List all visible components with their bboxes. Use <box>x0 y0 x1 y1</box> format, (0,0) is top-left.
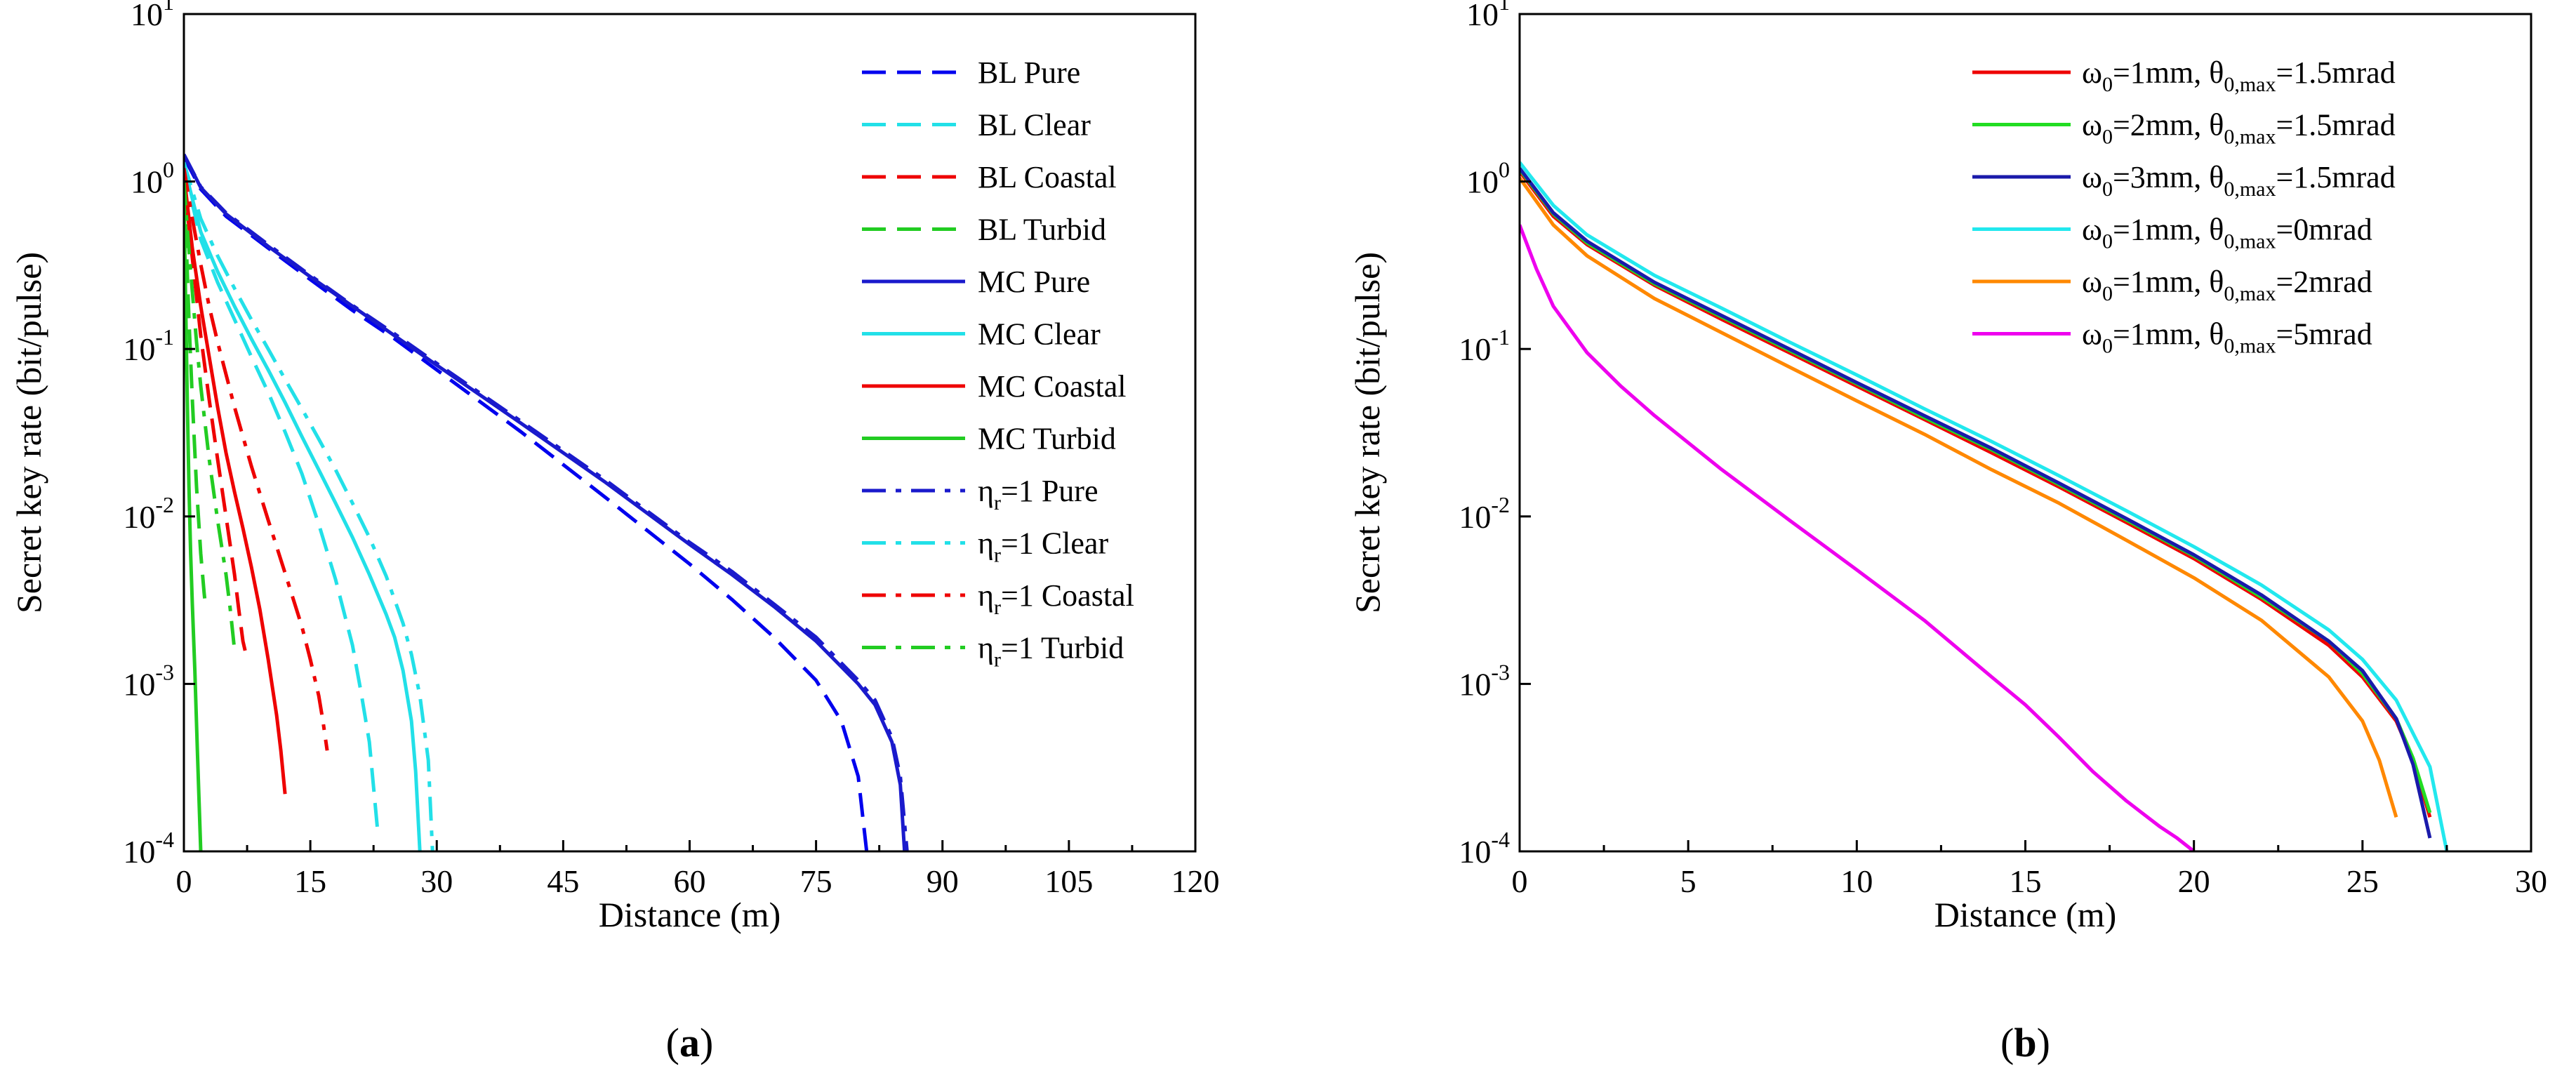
legend-label-4: ω0=1mm, θ0,max=2mrad <box>2082 265 2372 305</box>
legend-label-3: ω0=1mm, θ0,max=0mrad <box>2082 213 2372 253</box>
legend-label-2: BL Coastal <box>978 160 1117 194</box>
y-tick-label: 10-3 <box>123 659 174 702</box>
series-line-9 <box>184 161 434 851</box>
legend-label-8: ηr=1 Pure <box>978 474 1098 514</box>
y-tick-label: 10-1 <box>123 324 174 367</box>
legend: ω0=1mm, θ0,max=1.5mrad ω0=2mm, θ0,max=1.5… <box>1972 55 2396 358</box>
legend-label-5: ω0=1mm, θ0,max=5mrad <box>2082 317 2372 358</box>
y-axis-label: Secret key rate (bit/pulse) <box>1348 252 1387 613</box>
x-tick-label: 15 <box>2010 863 2042 899</box>
y-tick-label: 10-4 <box>123 827 174 870</box>
series-line-5 <box>184 164 422 851</box>
y-tick-label: 10-3 <box>1459 659 1510 702</box>
series-line-6 <box>184 174 287 795</box>
x-tick-label: 20 <box>2178 863 2210 899</box>
x-tick-label: 10 <box>1840 863 1873 899</box>
legend-label-0: ω0=1mm, θ0,max=1.5mrad <box>2082 55 2396 96</box>
series-line-7 <box>184 189 203 851</box>
y-tick-label: 101 <box>1466 0 1510 32</box>
x-axis-label: Distance (m) <box>1934 895 2117 934</box>
series-line-3 <box>184 189 208 609</box>
y-tick-label: 100 <box>131 157 174 200</box>
panel-b: 0 5 10 15 20 25 30 10-4 10-3 10-2 10-1 100 101 Distan… <box>1348 0 2547 1065</box>
x-tick-label: 90 <box>927 863 959 899</box>
x-tick-label: 5 <box>1680 863 1697 899</box>
series-line-4 <box>1520 177 2398 818</box>
legend-label-6: MC Coastal <box>978 369 1126 404</box>
x-tick-label: 60 <box>674 863 706 899</box>
x-tick-label: 15 <box>294 863 326 899</box>
series-line-10 <box>184 168 329 751</box>
legend-label-9: ηr=1 Clear <box>978 526 1108 567</box>
panel-caption: (b) <box>2000 1020 2050 1065</box>
x-tick-label: 0 <box>176 863 192 899</box>
x-tick-label: 0 <box>1512 863 1528 899</box>
series-line-5 <box>1520 224 2196 851</box>
x-tick-label: 105 <box>1044 863 1093 899</box>
legend-label-10: ηr=1 Coastal <box>978 578 1134 619</box>
series-line-2 <box>1520 167 2432 839</box>
x-tick-label: 30 <box>420 863 453 899</box>
panel-a: 0 15 30 45 60 75 90 105 120 10-4 10-3 10-2 10-1 100 10… <box>9 0 1220 1065</box>
y-tick-label: 100 <box>1466 157 1510 200</box>
x-tick-label: 25 <box>2346 863 2379 899</box>
series-line-1 <box>184 168 380 833</box>
series-line-4 <box>184 153 907 851</box>
panel-caption: (a) <box>666 1020 714 1065</box>
y-axis-label: Secret key rate (bit/pulse) <box>9 252 48 613</box>
x-axis-label: Distance (m) <box>599 895 781 934</box>
legend-label-11: ηr=1 Turbid <box>978 631 1124 672</box>
legend-label-4: MC Pure <box>978 265 1090 299</box>
y-tick-label: 10-2 <box>1459 492 1510 535</box>
x-tick-label: 75 <box>800 863 832 899</box>
y-tick-label: 10-2 <box>123 492 174 535</box>
series-line-11 <box>184 181 237 650</box>
plot-area <box>184 153 909 851</box>
legend-label-3: BL Turbid <box>978 213 1106 247</box>
legend-label-2: ω0=3mm, θ0,max=1.5mrad <box>2082 160 2396 201</box>
y-tick-label: 10-1 <box>1459 324 1510 367</box>
plot-area <box>1520 161 2449 851</box>
legend: BL Pure BL Clear BL Coastal BL Turbid MC Pur… <box>862 55 1134 672</box>
legend-label-7: MC Turbid <box>978 422 1116 456</box>
legend-label-0: BL Pure <box>978 55 1080 90</box>
series-line-8 <box>184 153 909 851</box>
x-tick-label: 120 <box>1171 863 1220 899</box>
y-tick-label: 10-4 <box>1459 827 1510 870</box>
legend-label-5: MC Clear <box>978 317 1101 352</box>
x-tick-label: 30 <box>2515 863 2547 899</box>
x-tick-label: 45 <box>547 863 579 899</box>
series-line-3 <box>1520 161 2449 851</box>
legend-label-1: BL Clear <box>978 108 1091 142</box>
legend-label-1: ω0=2mm, θ0,max=1.5mrad <box>2082 108 2396 149</box>
y-tick-label: 101 <box>131 0 174 32</box>
